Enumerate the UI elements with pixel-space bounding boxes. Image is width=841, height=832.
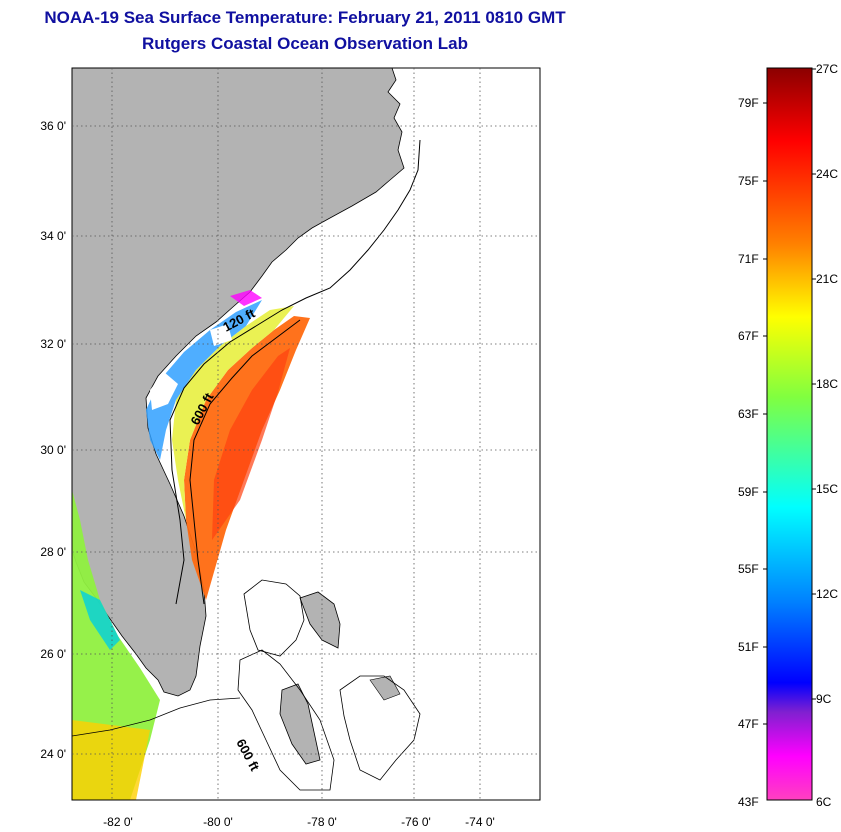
lat-label-26: 26 0' (40, 647, 66, 661)
cb-label-55f: 55F (738, 562, 759, 576)
cb-label-12c: 12C (816, 587, 839, 601)
cb-label-79f: 79F (738, 96, 759, 110)
cb-label-67f: 67F (738, 329, 759, 343)
cb-label-59f: 59F (738, 485, 759, 499)
lon-label-74: -74 0' (465, 815, 495, 829)
land-bahamas-1 (299, 591, 341, 649)
contour-bahamas-3 (339, 675, 421, 781)
lat-label-32: 32 0' (40, 337, 66, 351)
lat-label-28: 28 0' (40, 545, 66, 559)
cb-label-9c: 9C (816, 692, 832, 706)
contour-600ft (189, 319, 301, 605)
contour-bahamas (243, 579, 305, 657)
lon-label-78: -78 0' (307, 815, 337, 829)
sst-gulf-cool (80, 590, 120, 650)
land-bahamas-3 (369, 675, 401, 701)
cloud-mask-1 (150, 372, 178, 410)
cb-label-6c: 6C (816, 795, 832, 809)
lat-label-34: 34 0' (40, 229, 66, 243)
land-bahamas-2 (279, 683, 321, 765)
cb-label-15c: 15C (816, 482, 839, 496)
cb-label-71f: 71F (738, 252, 759, 266)
cb-label-43f: 43F (738, 795, 759, 809)
colorbar-ticks (763, 68, 816, 725)
contour-keys (72, 697, 241, 737)
sst-gulfstream-core (212, 348, 290, 540)
lat-label-24: 24 0' (40, 747, 66, 761)
cb-label-18c: 18C (816, 377, 839, 391)
sst-gulf-west (72, 490, 160, 800)
contour-label-600ft-bahamas: 600 ft (233, 736, 263, 774)
lat-label-30: 30 0' (40, 443, 66, 457)
map-subtitle: Rutgers Coastal Ocean Observation Lab (142, 34, 468, 53)
cb-label-75f: 75F (738, 174, 759, 188)
sst-gulf-warm (72, 720, 150, 800)
contour-bahamas-2 (237, 649, 335, 791)
cb-label-63f: 63F (738, 407, 759, 421)
contour-120ft (169, 139, 421, 605)
cb-label-27c: 27C (816, 62, 839, 76)
lon-label-76: -76 0' (401, 815, 431, 829)
cb-label-24c: 24C (816, 167, 839, 181)
sst-shelf (172, 306, 294, 520)
cb-label-47f: 47F (738, 717, 759, 731)
land-mainland (72, 68, 405, 697)
map-frame (71, 67, 541, 801)
lat-label-36: 36 0' (40, 119, 66, 133)
map-grid (72, 68, 540, 800)
cb-label-51f: 51F (738, 640, 759, 654)
lon-label-82: -82 0' (103, 815, 133, 829)
cloud-mask-2 (210, 324, 232, 346)
cb-label-21c: 21C (816, 272, 839, 286)
lon-label-80: -80 0' (203, 815, 233, 829)
map-title: NOAA-19 Sea Surface Temperature: Februar… (44, 8, 566, 27)
colorbar (766, 67, 813, 801)
sst-cold-spot (230, 290, 262, 306)
